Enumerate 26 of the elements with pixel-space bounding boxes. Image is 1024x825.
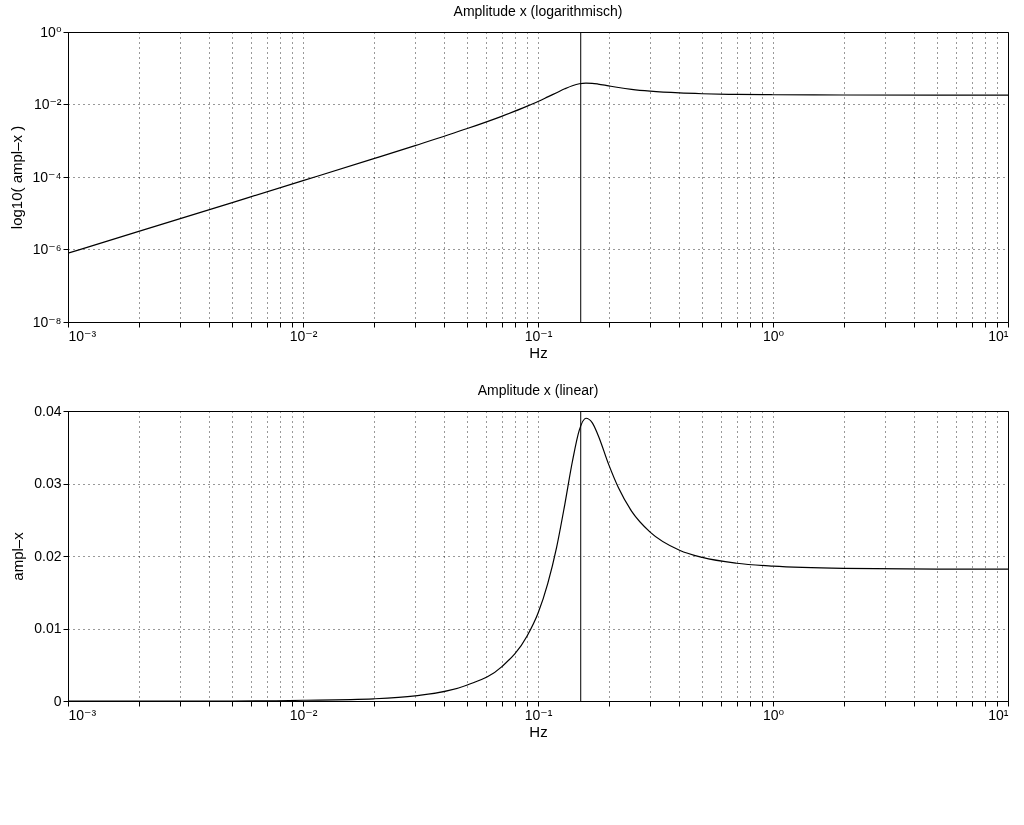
y-tick-label: 10⁰ [40, 23, 62, 40]
y-tick-label: 0.02 [34, 547, 62, 564]
x-tick-label: 10⁻³ [68, 706, 97, 723]
x-tick-label: 10⁻¹ [524, 327, 553, 344]
x-axis-title: Hz [529, 722, 548, 740]
y-tick-label: 0.01 [34, 620, 62, 636]
y-tick-label: 10⁻⁸ [32, 313, 62, 330]
x-tick-label: 10⁰ [762, 327, 785, 344]
y-tick-label: 10⁻⁶ [32, 241, 62, 257]
y-axis-title: log10( ampl–x ) [7, 125, 25, 230]
x-tick-label: 10¹ [988, 327, 1009, 344]
y-tick-label: 0 [53, 692, 62, 709]
x-tick-label: 10⁻¹ [524, 706, 553, 723]
x-tick-label: 10¹ [988, 706, 1009, 723]
y-tick-label: 0.03 [34, 475, 62, 491]
x-tick-label: 10⁻³ [68, 327, 97, 344]
y-tick-label: 10⁻² [33, 96, 62, 112]
x-tick-label: 10⁰ [762, 706, 785, 723]
x-axis-title: Hz [529, 343, 548, 361]
x-tick-label: 10⁻² [289, 706, 318, 723]
x-tick-label: 10⁻² [289, 327, 318, 344]
y-axis-title: ampl–x [9, 531, 27, 581]
chart-title: Amplitude x (linear) [477, 382, 599, 398]
y-tick-label: 0.04 [34, 402, 62, 419]
y-tick-label: 10⁻⁴ [32, 168, 62, 185]
chart-title: Amplitude x (logarithmisch) [453, 3, 623, 19]
